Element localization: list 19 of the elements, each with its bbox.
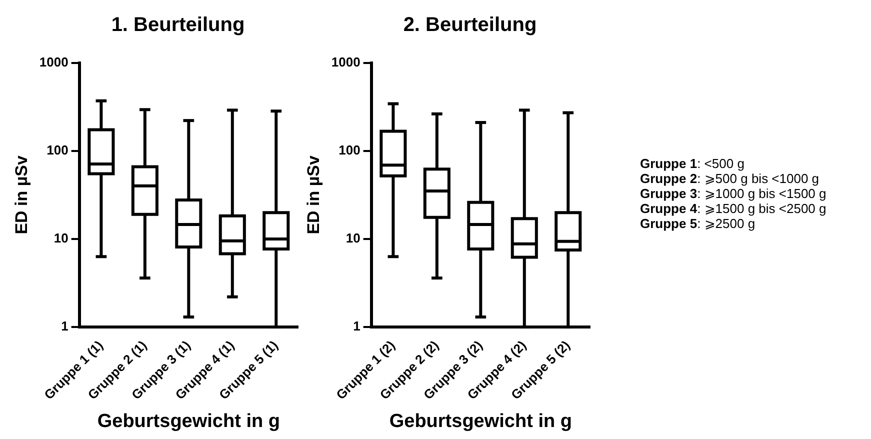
text: Gruppe 4: ⩾1500 g bis <2500 g [640,201,826,216]
y-tick-label: 100 [338,142,360,158]
y-axis-title: ED in µSv [304,154,323,234]
text: Gruppe 3: ⩾1000 g bis <1500 g [640,186,826,201]
text: Gruppe 1: <500 g [640,156,744,171]
y-tick-label: 1000 [39,54,68,70]
x-axis-title: Geburtsgewicht in g [389,410,572,432]
text: Gruppe 2: ⩾500 g bis <1000 g [640,171,820,186]
y-tick-label: 10 [54,230,68,246]
chart-title: 1. Beurteilung [110,13,246,38]
y-tick-label: 1000 [331,54,360,70]
y-tick-label: 1 [353,318,360,334]
y-tick-label: 10 [346,230,360,246]
y-tick-label: 100 [46,142,68,158]
chart-title: 2. Beurteilung [402,13,538,38]
y-axis-title: ED in µSv [12,154,31,234]
y-tick-label: 1 [61,318,68,334]
x-axis-title: Geburtsgewicht in g [97,410,280,432]
text: Gruppe 5: ⩾2500 g [640,216,756,231]
